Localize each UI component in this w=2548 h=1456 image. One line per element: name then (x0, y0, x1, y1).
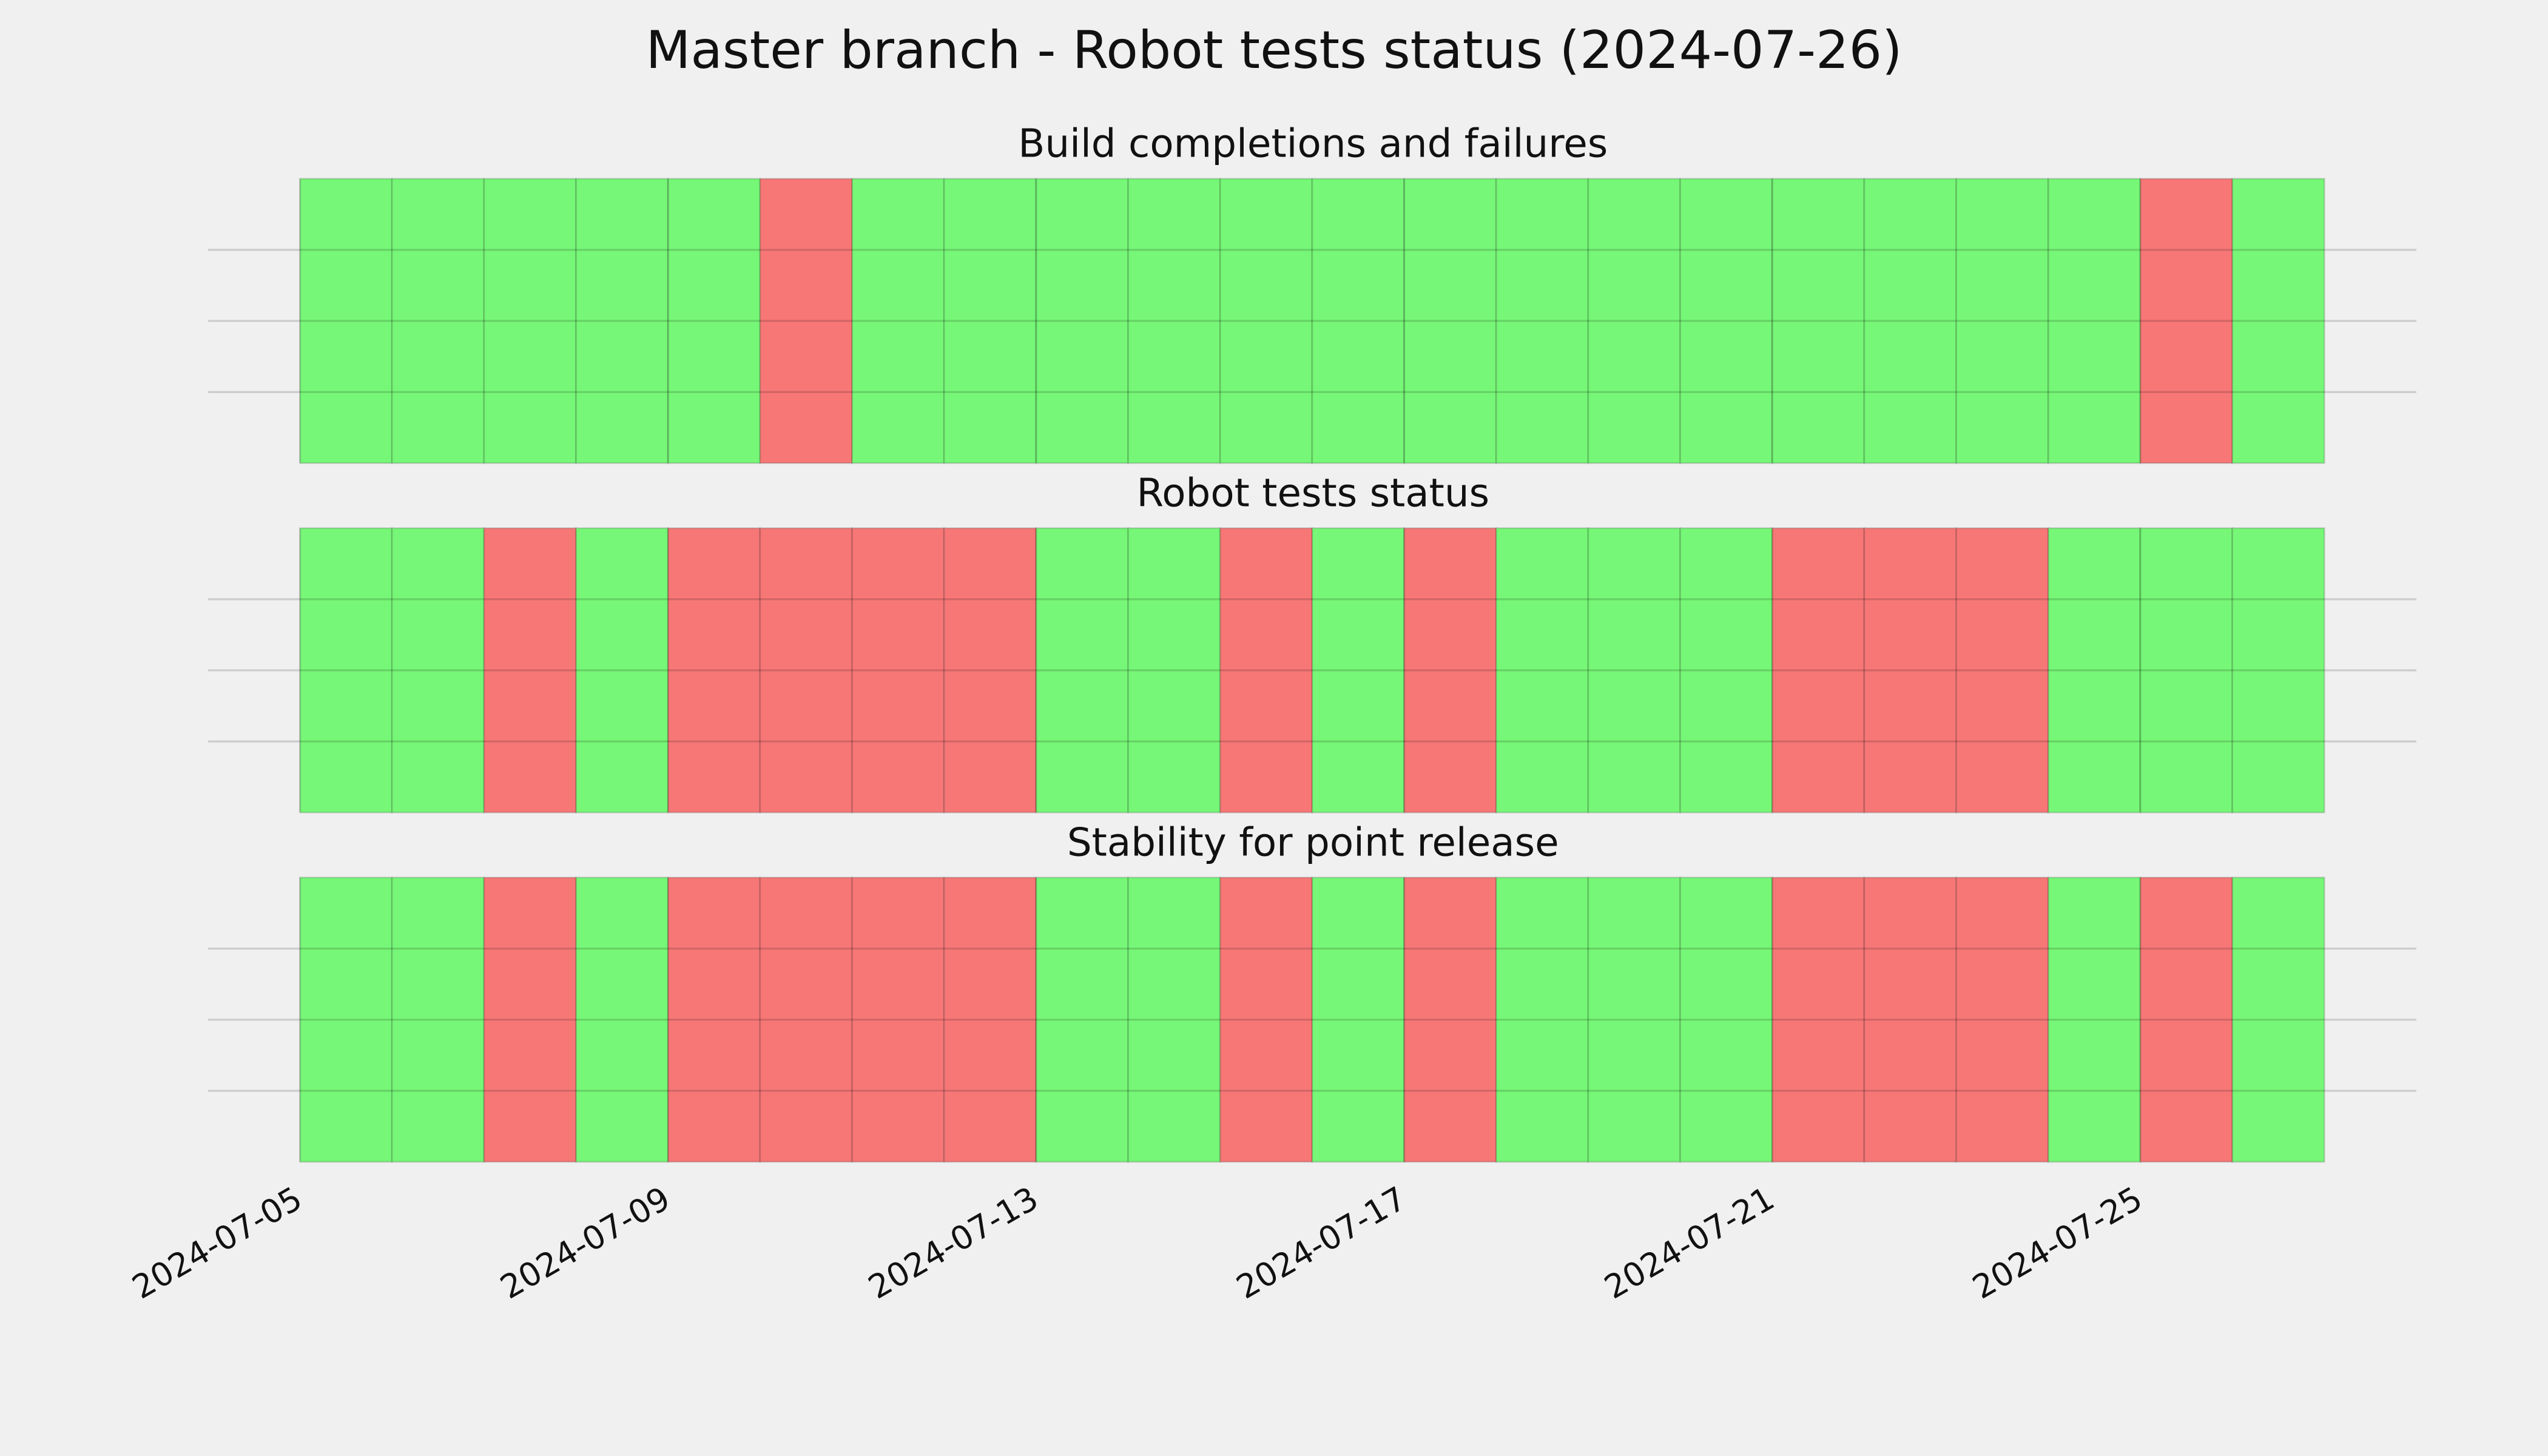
status-band (1587, 178, 1681, 464)
status-band (2231, 877, 2325, 1163)
status-band (391, 877, 485, 1163)
status-band (2231, 527, 2325, 814)
status-band (575, 877, 669, 1163)
status-band (1219, 877, 1313, 1163)
status-band (667, 527, 761, 814)
panel-title: Stability for point release (1067, 820, 1559, 865)
status-band (575, 527, 669, 814)
status-band (1955, 877, 2049, 1163)
status-band (1311, 178, 1405, 464)
status-band (575, 178, 669, 464)
status-band (851, 877, 945, 1163)
status-band (1679, 527, 1773, 814)
status-band (2139, 877, 2234, 1163)
status-band (943, 877, 1037, 1163)
status-band (2048, 877, 2142, 1163)
status-band (667, 178, 761, 464)
status-band (943, 178, 1037, 464)
status-band (759, 877, 853, 1163)
panel-title: Robot tests status (1136, 471, 1489, 516)
status-band (483, 877, 577, 1163)
status-band (1771, 527, 1866, 814)
status-band (299, 877, 393, 1163)
status-band (1587, 527, 1681, 814)
status-band (1035, 178, 1129, 464)
status-band (1955, 178, 2049, 464)
status-band (1495, 527, 1589, 814)
status-band (851, 527, 945, 814)
status-band (1771, 178, 1866, 464)
status-band (299, 178, 393, 464)
status-band (299, 527, 393, 814)
status-band (1863, 527, 1958, 814)
status-band (1311, 877, 1405, 1163)
status-band (483, 178, 577, 464)
status-band (1403, 178, 1497, 464)
status-band (2139, 178, 2234, 464)
status-band (1127, 178, 1221, 464)
status-band (1679, 877, 1773, 1163)
status-band (391, 178, 485, 464)
status-band (1219, 527, 1313, 814)
status-band (391, 527, 485, 814)
status-band (1863, 178, 1958, 464)
status-band (1127, 877, 1221, 1163)
chart-title: Master branch - Robot tests status (2024… (645, 20, 1902, 81)
status-band (2231, 178, 2325, 464)
status-band (1679, 178, 1773, 464)
status-band (1955, 527, 2049, 814)
status-band (851, 178, 945, 464)
status-band (1771, 877, 1866, 1163)
status-band (2048, 178, 2142, 464)
status-band (759, 178, 853, 464)
status-band (1127, 527, 1221, 814)
status-band (1219, 178, 1313, 464)
status-band (1035, 527, 1129, 814)
status-band (1587, 877, 1681, 1163)
status-band (1495, 178, 1589, 464)
status-band (2048, 527, 2142, 814)
status-band (943, 527, 1037, 814)
status-band (1495, 877, 1589, 1163)
panel-title: Build completions and failures (1018, 121, 1608, 167)
status-band (1403, 527, 1497, 814)
